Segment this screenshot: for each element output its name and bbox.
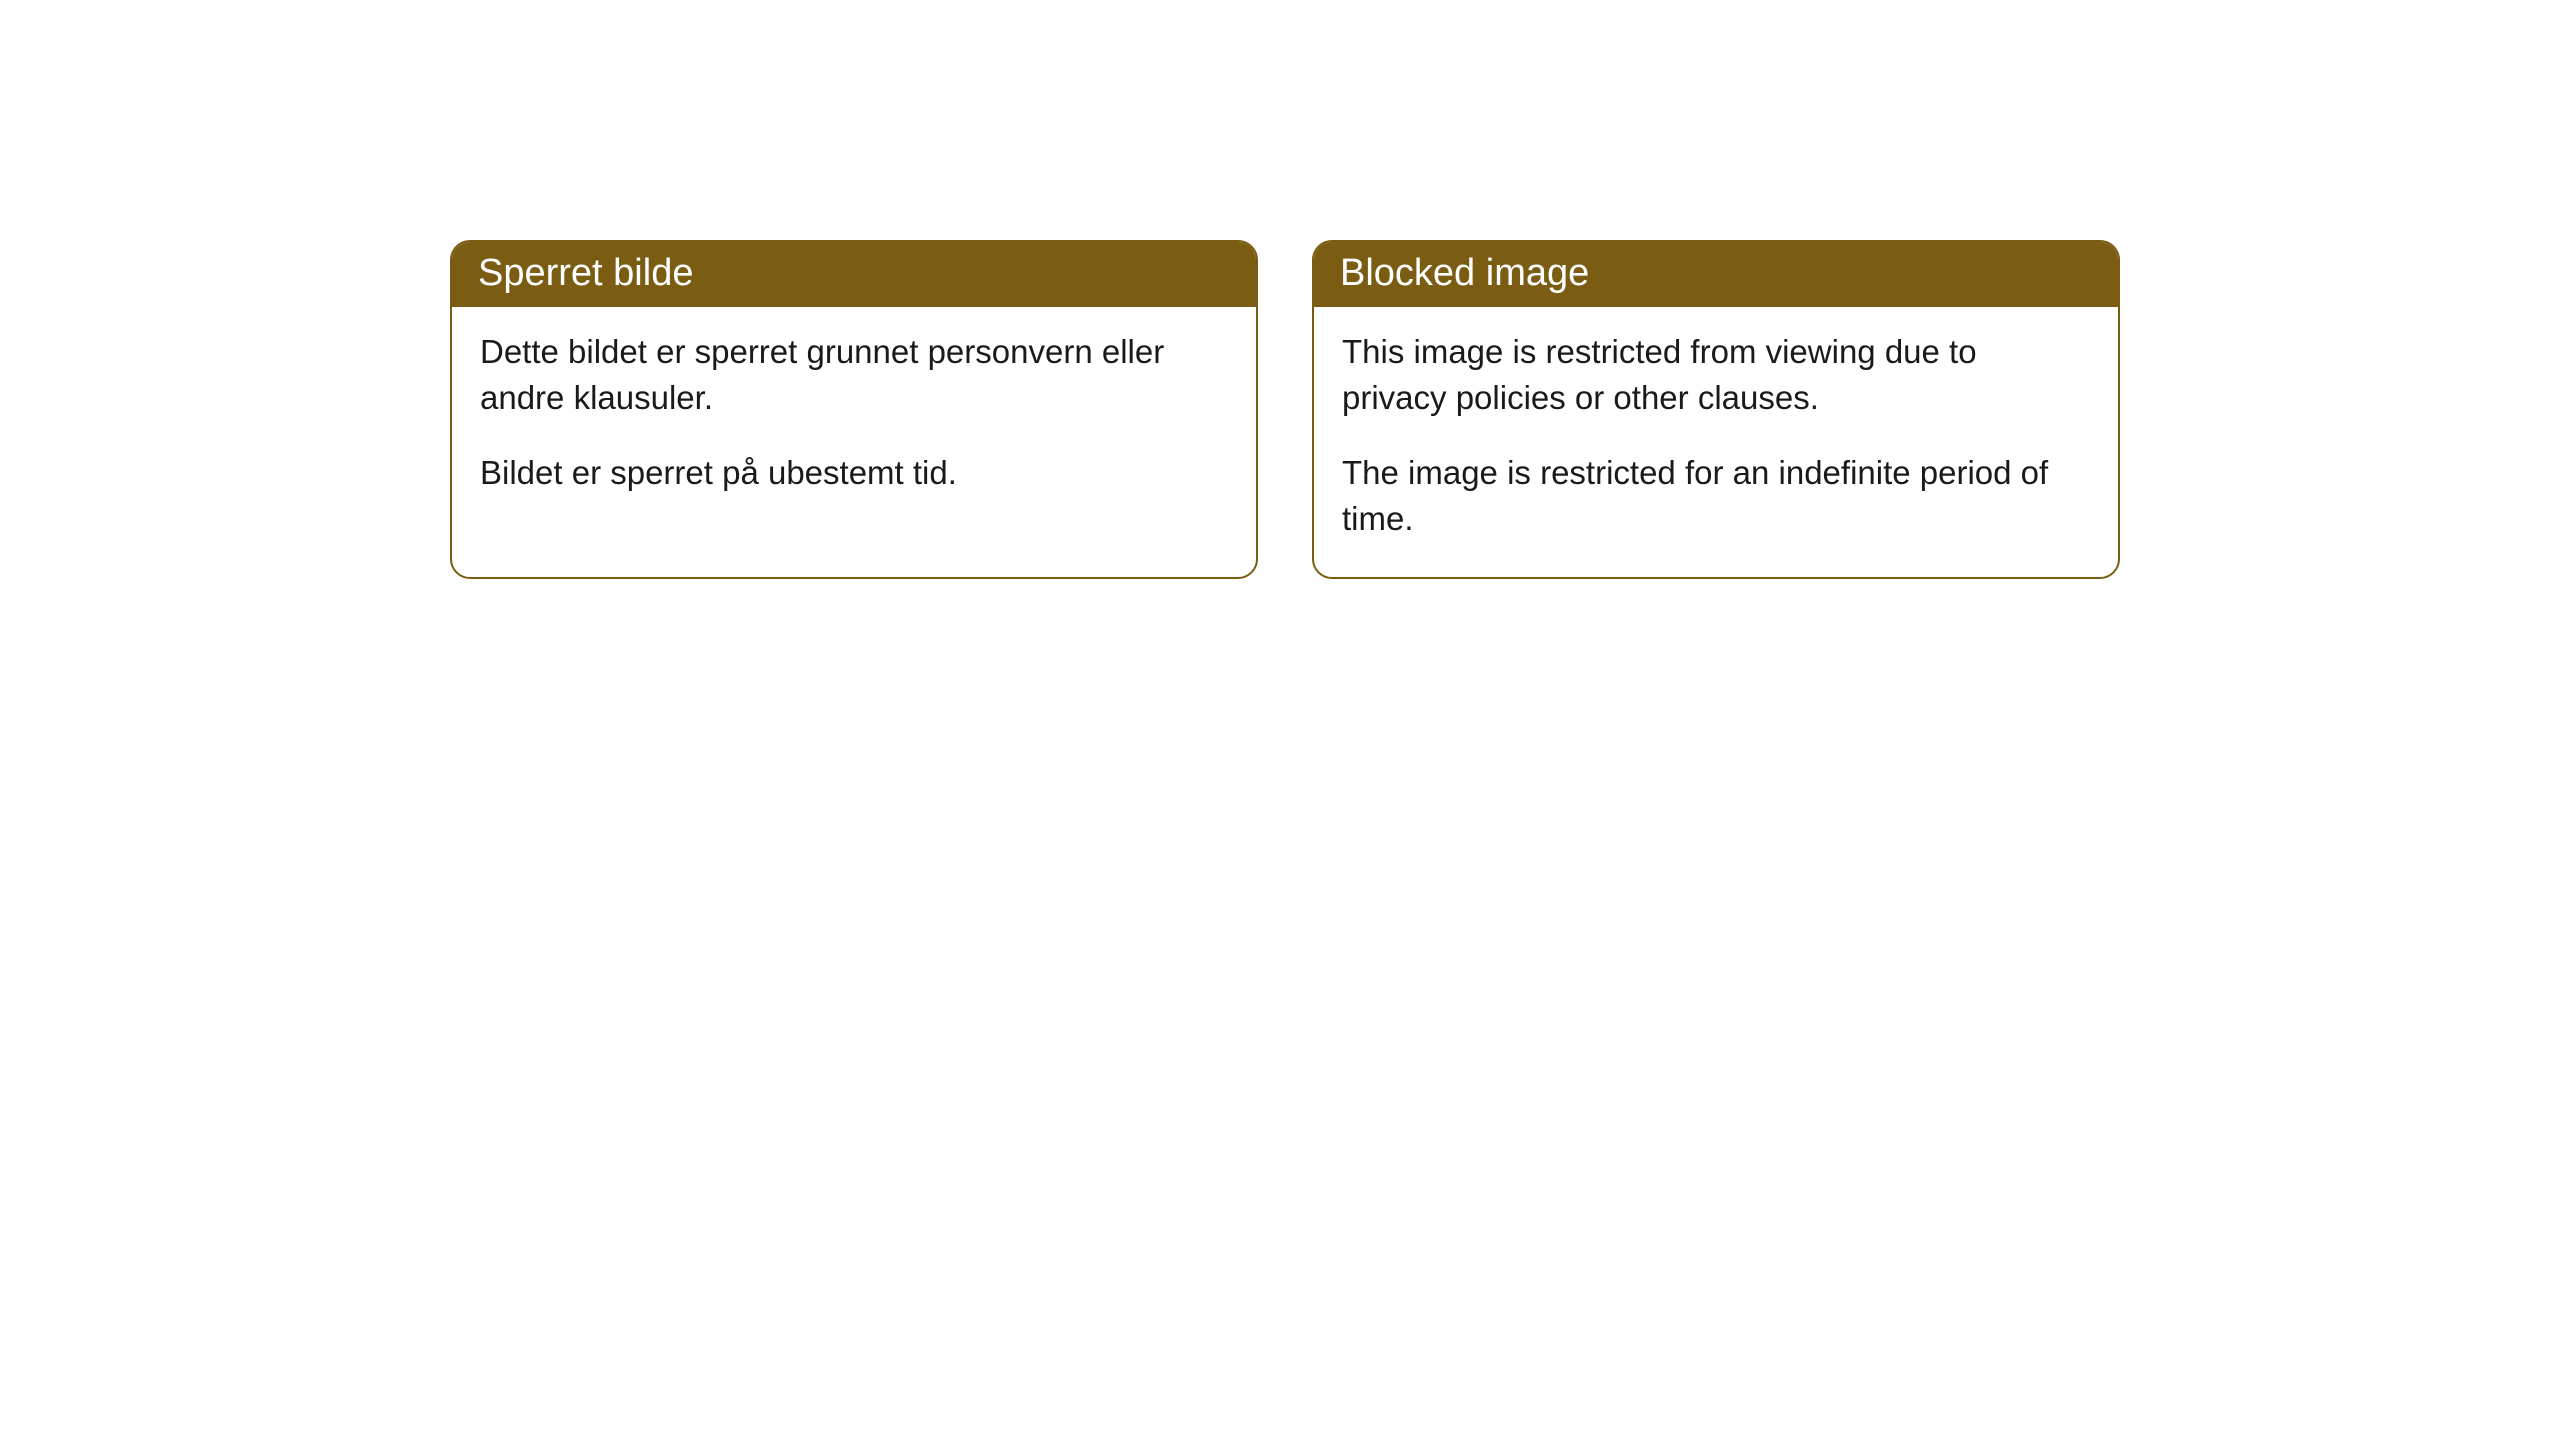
card-paragraph: The image is restricted for an indefinit… [1342,450,2090,541]
card-title: Blocked image [1340,252,1589,294]
card-title: Sperret bilde [478,252,693,294]
card-header: Sperret bilde [452,242,1256,307]
card-paragraph: Dette bildet er sperret grunnet personve… [480,329,1228,420]
notice-cards-container: Sperret bilde Dette bildet er sperret gr… [450,240,2120,579]
card-paragraph: This image is restricted from viewing du… [1342,329,2090,420]
card-body: This image is restricted from viewing du… [1314,307,2118,577]
card-paragraph: Bildet er sperret på ubestemt tid. [480,450,1228,496]
notice-card-norwegian: Sperret bilde Dette bildet er sperret gr… [450,240,1258,579]
notice-card-english: Blocked image This image is restricted f… [1312,240,2120,579]
card-body: Dette bildet er sperret grunnet personve… [452,307,1256,532]
card-header: Blocked image [1314,242,2118,307]
